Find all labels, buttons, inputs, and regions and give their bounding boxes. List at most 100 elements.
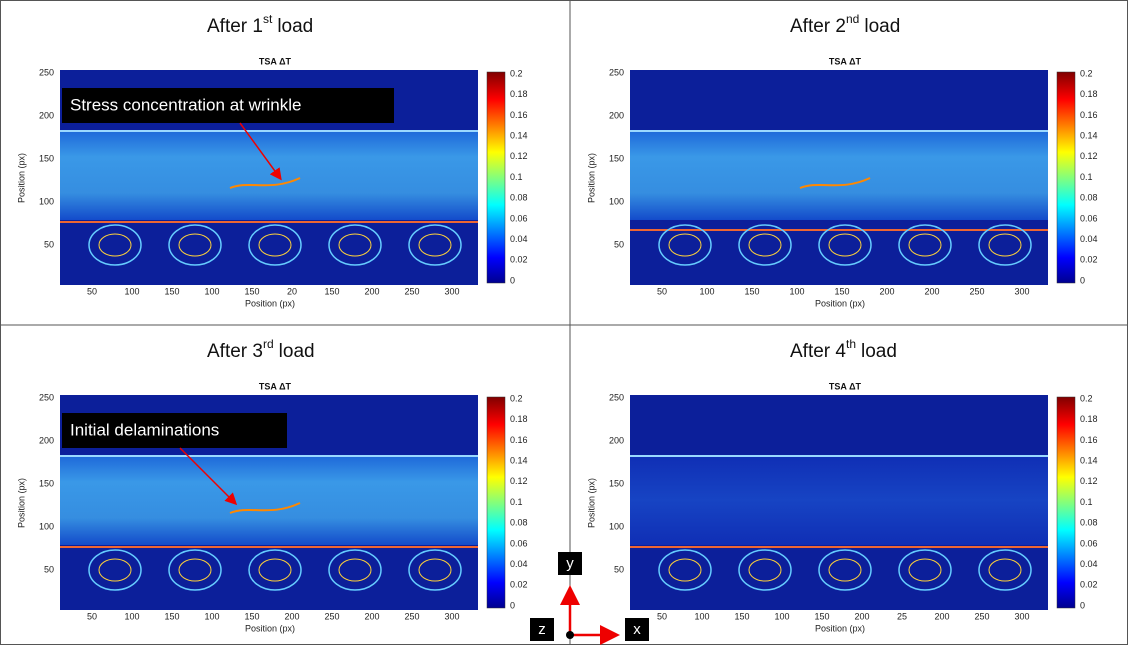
x-tick-label: 150: [244, 286, 259, 296]
origin: [566, 631, 574, 639]
bolt: [658, 549, 712, 591]
bolt: [908, 558, 942, 582]
bolt: [418, 558, 452, 582]
title-sup: th: [846, 337, 856, 351]
colorbar-tick-label: 0.02: [1080, 580, 1098, 590]
bolt: [168, 549, 222, 591]
colorbar-tick-label: 0.2: [1080, 393, 1093, 403]
bolt: [88, 549, 142, 591]
bolt: [898, 549, 952, 591]
colorbar: [486, 71, 506, 284]
annotation-box: [62, 88, 394, 123]
y-axis-label: Position (px): [16, 478, 26, 528]
bolt: [408, 549, 462, 591]
x-axis-label: Position (px): [815, 623, 865, 633]
colorbar-tick-label: 0.14: [1080, 455, 1098, 465]
colorbar-tick-label: 0.2: [510, 393, 523, 403]
plot-title: TSA ΔT: [259, 381, 292, 391]
x-tick-label: 100: [774, 611, 789, 621]
bolt: [748, 233, 782, 257]
colorbar-tick-label: 0.18: [510, 414, 528, 424]
colorbar-tick-label: 0.12: [510, 151, 528, 161]
bolt: [748, 558, 782, 582]
y-tick-label: 150: [39, 153, 54, 163]
axes-triad: y z x: [530, 552, 649, 645]
bolt: [98, 558, 132, 582]
y-tick-label: 100: [39, 196, 54, 206]
colorbar-tick-label: 0.12: [1080, 151, 1098, 161]
title-text: After 3: [207, 341, 263, 362]
colorbar-tick-label: 0.02: [510, 580, 528, 590]
bolt: [738, 224, 792, 266]
x-tick-label: 200: [854, 611, 869, 621]
colorbar-tick-label: 0.04: [510, 559, 528, 569]
title-text: After 1: [207, 16, 263, 37]
heatmap-band: [60, 130, 478, 220]
colorbar-tick-label: 0.04: [1080, 234, 1098, 244]
y-tick-label: 100: [609, 521, 624, 531]
heatmap-band: [60, 455, 478, 545]
y-tick-label: 150: [609, 153, 624, 163]
colorbar-tick-label: 0.16: [510, 110, 528, 120]
bolt: [668, 558, 702, 582]
colorbar-tick-label: 0: [1080, 600, 1085, 610]
wrinkle: [229, 502, 301, 514]
annotation-arrow: [179, 447, 238, 506]
x-tick-label: 250: [324, 611, 339, 621]
colorbar-tick-label: 0: [1080, 275, 1085, 285]
x-tick-label: 150: [164, 611, 179, 621]
colorbar-tick-label: 0.08: [510, 193, 528, 203]
wrinkle: [229, 177, 301, 189]
colorbar-tick-label: 0.18: [1080, 414, 1098, 424]
colorbar-tick-label: 0.04: [510, 234, 528, 244]
y-tick-label: 150: [609, 478, 624, 488]
axis-box: [530, 618, 554, 641]
y-tick-label: 100: [609, 196, 624, 206]
y-tick-label: 50: [614, 239, 624, 249]
x-tick-label: 150: [324, 286, 339, 296]
title-text: After 2: [790, 16, 846, 37]
colorbar-tick-label: 0.18: [510, 89, 528, 99]
y-tick-label: 50: [44, 239, 54, 249]
bolt: [908, 233, 942, 257]
bolt: [828, 558, 862, 582]
bolt: [258, 558, 292, 582]
y-tick-label: 50: [614, 564, 624, 574]
x-tick-label: 50: [657, 286, 667, 296]
x-tick-label: 200: [364, 286, 379, 296]
bolt: [178, 558, 212, 582]
title-sup: st: [263, 12, 273, 26]
annotation: Initial delaminations: [70, 420, 219, 439]
bolt: [178, 233, 212, 257]
x-tick-label: 300: [1014, 286, 1029, 296]
x-tick-label: 250: [404, 611, 419, 621]
colorbar: [1056, 71, 1076, 284]
bolt: [978, 549, 1032, 591]
axis-label: y: [566, 555, 574, 572]
y-tick-label: 250: [39, 67, 54, 77]
colorbar-tick-label: 0.02: [1080, 255, 1098, 265]
colorbar-tick-label: 0.1: [1080, 172, 1093, 182]
x-axis-label: Position (px): [245, 623, 295, 633]
colorbar: [1056, 396, 1076, 609]
bolt: [408, 224, 462, 266]
x-tick-label: 150: [164, 286, 179, 296]
bolt: [88, 224, 142, 266]
x-tick-label: 100: [204, 286, 219, 296]
x-tick-label: 250: [969, 286, 984, 296]
colorbar-tick-label: 0.2: [1080, 68, 1093, 78]
bolt: [668, 233, 702, 257]
x-tick-label: 25: [897, 611, 907, 621]
title-sup: nd: [846, 12, 859, 26]
colorbar-tick-label: 0.06: [510, 213, 528, 223]
title-text: load: [279, 341, 315, 362]
annotation-arrow: [239, 122, 282, 181]
x-tick-label: 100: [694, 611, 709, 621]
bolt: [248, 549, 302, 591]
y-tick-label: 200: [609, 435, 624, 445]
panel: After 2nd load TSA ΔT 250 200 150 100 50 Positio…: [586, 12, 1097, 308]
x-tick-label: 100: [789, 286, 804, 296]
colorbar-tick-label: 0.02: [510, 255, 528, 265]
x-tick-label: 150: [744, 286, 759, 296]
